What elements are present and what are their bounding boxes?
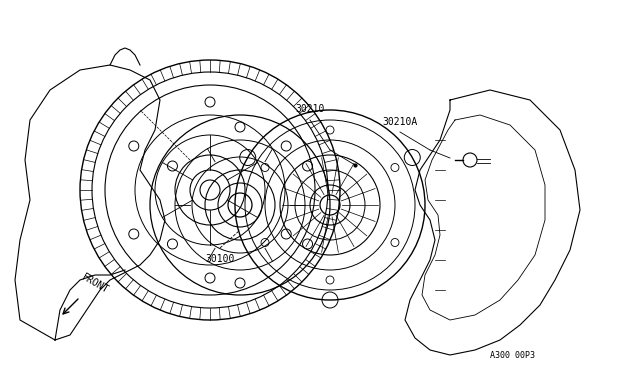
Text: 30100: 30100 xyxy=(205,254,235,264)
Text: FRONT: FRONT xyxy=(80,272,111,295)
Text: 30210A: 30210A xyxy=(382,117,418,127)
Text: 30210: 30210 xyxy=(295,104,324,114)
Text: A300 00P3: A300 00P3 xyxy=(490,351,535,360)
